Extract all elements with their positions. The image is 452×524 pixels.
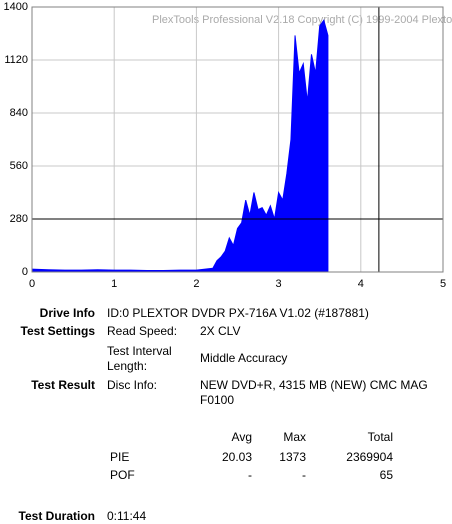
cell: - (302, 468, 306, 482)
col-header: Max (283, 430, 306, 444)
value: ID:0 PLEXTOR DVDR PX-716A V1.02 (#187881… (107, 306, 369, 320)
setting-value: 2X CLV (200, 324, 241, 338)
watermark: PlexTools Professional V2.18 Copyright (… (152, 14, 452, 26)
x-tick-label: 2 (193, 278, 199, 290)
col-header: Avg (231, 430, 252, 444)
y-tick-label: 0 (22, 266, 28, 278)
x-tick-label: 4 (358, 278, 364, 290)
label: Test Result (31, 378, 95, 392)
setting-name: Test Interval Length: (107, 344, 172, 373)
row-label: POF (110, 468, 135, 482)
setting-value: Middle Accuracy (200, 351, 288, 365)
setting-name: Read Speed: (107, 324, 178, 338)
cell: 65 (379, 468, 393, 482)
value: NEW DVD+R, 4315 MB (NEW) CMC MAG F0100 (200, 378, 428, 407)
cell: 1373 (279, 450, 306, 464)
row-label: PIE (110, 450, 130, 464)
label: Test Settings (20, 324, 95, 338)
value: 0:11:44 (107, 509, 147, 523)
label: Drive Info (39, 306, 95, 320)
label: Test Duration (18, 509, 95, 523)
area (31, 19, 329, 273)
cell: 2369904 (346, 450, 393, 464)
col-header: Total (367, 430, 393, 444)
value-name: Disc Info: (107, 378, 158, 392)
y-tick-label: 560 (10, 160, 28, 172)
cell: 20.03 (221, 450, 252, 464)
y-tick-label: 1400 (4, 1, 28, 13)
x-tick-label: 3 (276, 278, 282, 290)
cell: - (248, 468, 252, 482)
x-tick-label: 1 (111, 278, 117, 290)
chart: PlexTools Professional V2.18 Copyright (… (4, 1, 452, 290)
plot-frame (31, 6, 444, 273)
x-tick-label: 0 (29, 278, 35, 290)
y-tick-label: 280 (10, 213, 28, 225)
y-tick-label: 1120 (4, 54, 28, 66)
x-tick-label: 5 (440, 278, 446, 290)
y-tick-label: 840 (10, 107, 28, 119)
